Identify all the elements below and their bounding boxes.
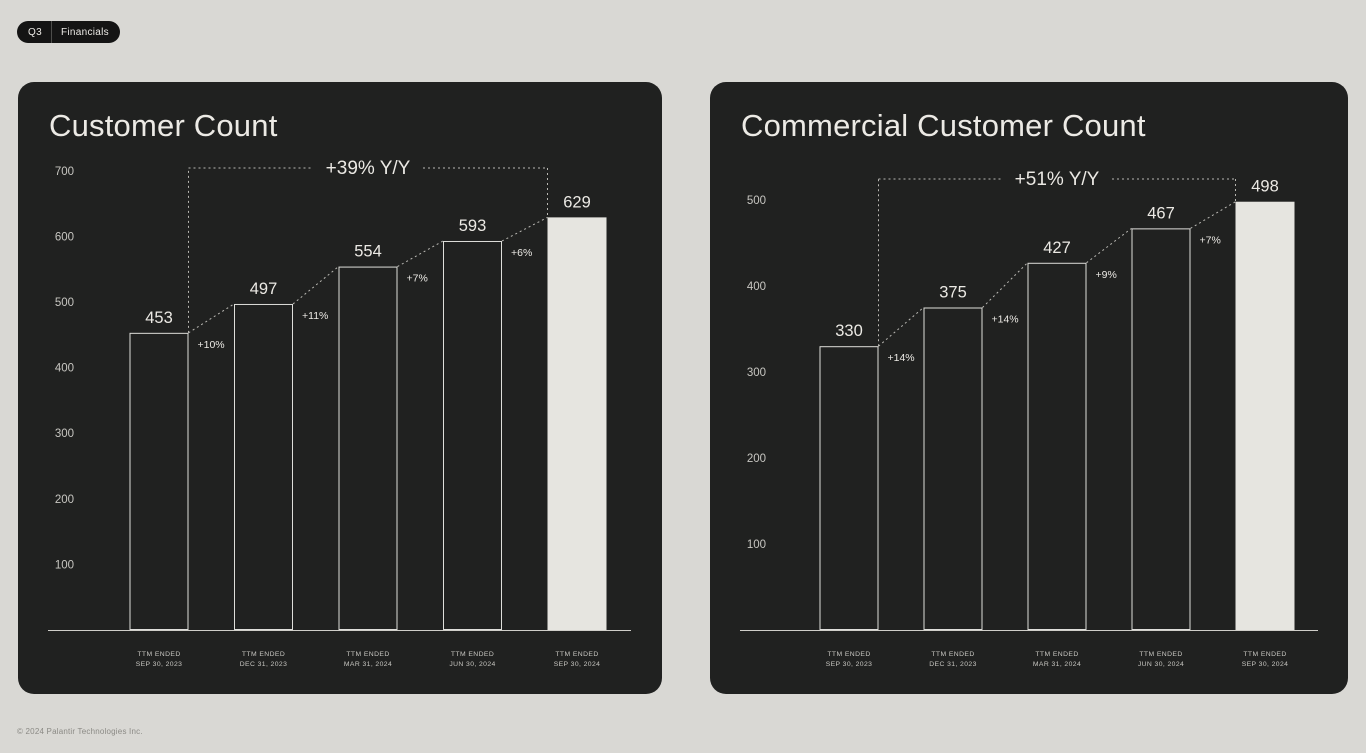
x-axis-label-line2: SEP 30, 2024 bbox=[554, 661, 601, 668]
badge-divider bbox=[50, 21, 52, 43]
y-axis-tick-label: 100 bbox=[747, 539, 766, 551]
y-axis-tick-label: 600 bbox=[55, 231, 74, 243]
yoy-annotation-label: +39% Y/Y bbox=[326, 158, 411, 179]
bar-value-label: 498 bbox=[1251, 178, 1279, 196]
bar-outlined bbox=[819, 346, 879, 630]
chart-title-customer-count: Customer Count bbox=[49, 108, 278, 143]
bar-value-label: 453 bbox=[145, 309, 173, 327]
customer-count-chart: 100 200 300 400 500 600 700 453 TTM ENDED SEP 30,… bbox=[48, 158, 631, 668]
bar-outlined bbox=[443, 240, 502, 630]
growth-connector-line bbox=[982, 262, 1028, 308]
x-axis-label-line2: SEP 30, 2023 bbox=[826, 661, 873, 668]
quarter-label: Q3 bbox=[28, 26, 42, 38]
x-axis-label-line1: TTM ENDED bbox=[555, 651, 598, 658]
bar-outlined bbox=[129, 332, 189, 630]
bar-outlined bbox=[338, 266, 398, 631]
growth-percent-label: +14% bbox=[992, 314, 1019, 326]
bar-outlined bbox=[923, 307, 983, 630]
x-axis-label-line1: TTM ENDED bbox=[242, 651, 285, 658]
commercial-customer-count-card: Commercial Customer Count 100 200 300 400 50… bbox=[710, 82, 1348, 694]
bar-value-label: 593 bbox=[459, 217, 487, 235]
growth-connector-line bbox=[878, 307, 924, 347]
bar-outlined bbox=[1027, 262, 1087, 630]
y-axis-tick-label: 300 bbox=[747, 367, 766, 379]
bar-value-label: 427 bbox=[1043, 239, 1071, 257]
x-axis-label-line1: TTM ENDED bbox=[1035, 651, 1078, 658]
bar-outlined bbox=[1131, 228, 1191, 630]
bar-value-label: 375 bbox=[939, 284, 967, 302]
growth-percent-label: +9% bbox=[1096, 269, 1117, 281]
growth-connector-line bbox=[1086, 227, 1132, 264]
x-axis-label-line1: TTM ENDED bbox=[137, 651, 180, 658]
section-label: Financials bbox=[60, 26, 109, 38]
growth-connector-line bbox=[1190, 201, 1236, 229]
copyright: © 2024 Palantir Technologies Inc. bbox=[17, 727, 143, 736]
y-axis-tick-label: 500 bbox=[747, 195, 766, 207]
x-axis-label-line2: MAR 31, 2024 bbox=[1033, 661, 1081, 668]
slide-tag-pill: Q3 Financials bbox=[17, 21, 120, 43]
y-axis-tick-label: 700 bbox=[55, 166, 74, 178]
x-axis-label-line1: TTM ENDED bbox=[451, 651, 494, 658]
x-axis-label-line1: TTM ENDED bbox=[827, 651, 870, 658]
bar-filled bbox=[1235, 201, 1295, 630]
growth-percent-label: +7% bbox=[407, 273, 428, 285]
y-axis-tick-label: 400 bbox=[747, 281, 766, 293]
x-axis-label-line1: TTM ENDED bbox=[931, 651, 974, 658]
bar-value-label: 554 bbox=[354, 243, 382, 261]
x-axis-label-line2: JUN 30, 2024 bbox=[1138, 661, 1184, 668]
growth-percent-label: +14% bbox=[888, 352, 915, 364]
growth-connector-line bbox=[397, 240, 444, 268]
y-axis-tick-label: 400 bbox=[55, 363, 74, 375]
commercial-customer-count-chart: 100 200 300 400 500 330 TTM ENDED SEP 30, 2023 3… bbox=[740, 169, 1318, 668]
y-axis-tick-label: 300 bbox=[55, 428, 74, 440]
bar-value-label: 330 bbox=[835, 322, 863, 340]
x-axis-label-line1: TTM ENDED bbox=[1243, 651, 1286, 658]
bar-value-label: 629 bbox=[563, 193, 591, 211]
x-axis-label-line1: TTM ENDED bbox=[346, 651, 389, 658]
x-axis-label-line2: MAR 31, 2024 bbox=[344, 661, 392, 668]
growth-connector-line bbox=[188, 303, 235, 334]
growth-percent-label: +11% bbox=[302, 310, 328, 322]
growth-connector-line bbox=[501, 216, 548, 242]
bar-value-label: 497 bbox=[250, 280, 278, 298]
chart-title-commercial-customer-count: Commercial Customer Count bbox=[741, 108, 1146, 143]
customer-count-card: Customer Count 100 200 300 400 500 600 700 453 T… bbox=[18, 82, 662, 694]
growth-percent-label: +7% bbox=[1200, 234, 1221, 246]
y-axis-tick-label: 200 bbox=[55, 494, 74, 506]
x-axis-label-line2: SEP 30, 2023 bbox=[136, 661, 183, 668]
x-axis-label-line2: DEC 31, 2023 bbox=[929, 661, 977, 668]
x-axis-label-line2: SEP 30, 2024 bbox=[1242, 661, 1289, 668]
yoy-annotation-label: +51% Y/Y bbox=[1015, 169, 1100, 190]
growth-percent-label: +10% bbox=[198, 339, 225, 351]
bar-value-label: 467 bbox=[1147, 204, 1175, 222]
bar-outlined bbox=[234, 303, 293, 631]
y-axis-tick-label: 100 bbox=[55, 559, 74, 571]
growth-percent-label: +6% bbox=[511, 247, 532, 259]
x-axis-label-line2: DEC 31, 2023 bbox=[240, 661, 288, 668]
y-axis-tick-label: 500 bbox=[55, 297, 74, 309]
bar-filled bbox=[547, 217, 607, 630]
x-axis-label-line2: JUN 30, 2024 bbox=[449, 661, 495, 668]
y-axis-tick-label: 200 bbox=[747, 453, 766, 465]
x-axis-label-line1: TTM ENDED bbox=[1139, 651, 1182, 658]
growth-connector-line bbox=[292, 266, 339, 305]
